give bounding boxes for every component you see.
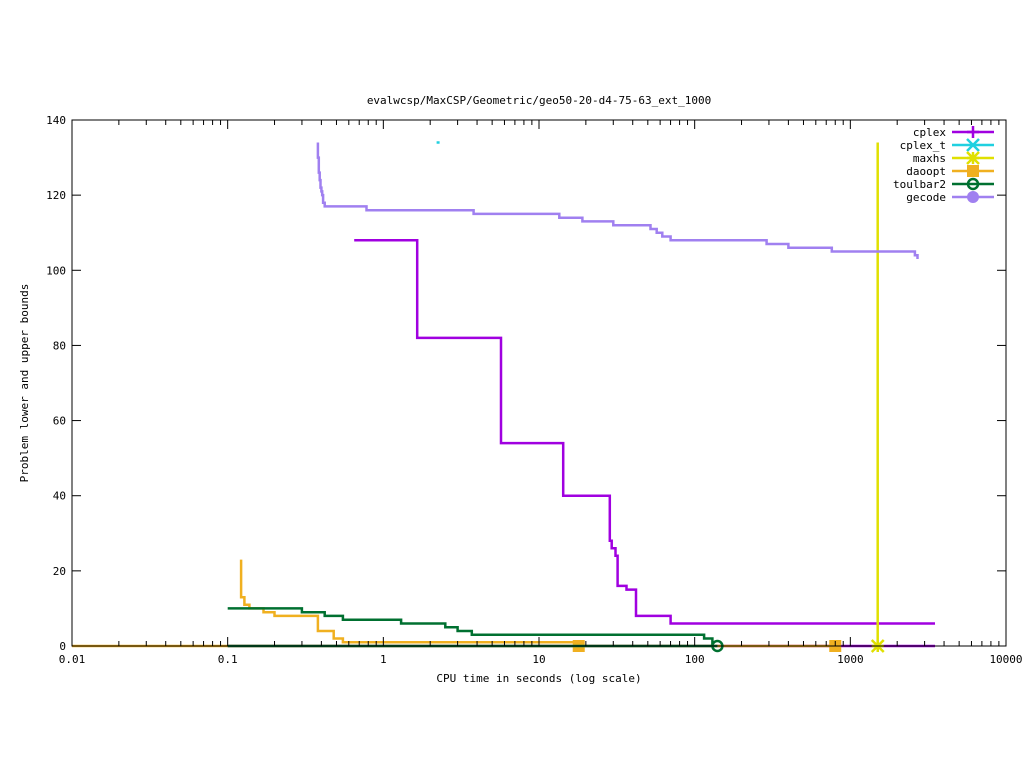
- y-axis-label: Problem lower and upper bounds: [18, 284, 31, 483]
- legend-marker: [967, 191, 979, 203]
- series-gecode: [316, 142, 919, 259]
- legend-label: daoopt: [906, 165, 946, 178]
- y-tick-label: 120: [46, 189, 66, 202]
- y-tick-label: 140: [46, 114, 66, 127]
- legend-marker: [966, 138, 980, 152]
- x-axis-label: CPU time in seconds (log scale): [436, 672, 641, 685]
- legend-item-toulbar2: toulbar2: [893, 177, 994, 191]
- legend-item-cplex: cplex: [913, 126, 994, 139]
- x-tick-label: 1000: [837, 653, 864, 666]
- legend-label: toulbar2: [893, 178, 946, 191]
- chart-title: evalwcsp/MaxCSP/Geometric/geo50-20-d4-75…: [367, 94, 711, 107]
- series-line-daoopt: [239, 559, 580, 646]
- legend-label: gecode: [906, 191, 946, 204]
- legend-marker: [966, 177, 980, 191]
- series-line-gecode: [316, 142, 919, 259]
- y-tick-label: 80: [53, 339, 66, 352]
- legend-marker: [966, 151, 980, 165]
- y-tick-label: 0: [59, 640, 66, 653]
- y-tick-label: 100: [46, 264, 66, 277]
- x-tick-label: 10000: [989, 653, 1022, 666]
- x-tick-label: 100: [685, 653, 705, 666]
- x-tick-label: 10: [532, 653, 545, 666]
- y-tick-label: 60: [53, 415, 66, 428]
- legend-item-daoopt: daoopt: [906, 165, 994, 178]
- legend-label: cplex_t: [900, 139, 946, 152]
- series-line-toulbar2: [227, 607, 714, 646]
- x-tick-label: 0.01: [59, 653, 86, 666]
- legend-label: cplex: [913, 126, 946, 139]
- y-tick-label: 20: [53, 565, 66, 578]
- axes-layer: 0.01 0.1 1 10 100 1000 10000 0 20 40 60 80 100 120 140: [46, 114, 1022, 666]
- x-tick-label: 1: [380, 653, 387, 666]
- series-line-cplex: [354, 238, 935, 625]
- legend-item-cplex_t: cplex_t: [900, 138, 994, 152]
- x-tick-label: 0.1: [218, 653, 238, 666]
- legend-marker: [967, 126, 979, 138]
- y-tick-label: 40: [53, 490, 66, 503]
- legend-item-gecode: gecode: [906, 191, 994, 204]
- legend-marker: [967, 165, 979, 177]
- legend-item-maxhs: maxhs: [913, 151, 994, 165]
- legend-label: maxhs: [913, 152, 946, 165]
